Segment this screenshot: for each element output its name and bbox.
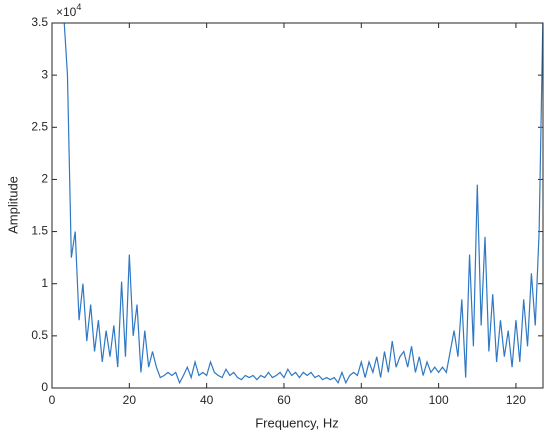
x-tick-label: 120 bbox=[506, 393, 526, 407]
y-tick-label: 0 bbox=[41, 380, 48, 394]
x-tick-label: 40 bbox=[200, 393, 214, 407]
x-tick-label: 80 bbox=[355, 393, 369, 407]
x-tick-label: 60 bbox=[277, 393, 291, 407]
x-tick-label: 20 bbox=[123, 393, 137, 407]
y-tick-label: 3.5 bbox=[31, 15, 48, 29]
data-line bbox=[63, 23, 543, 385]
exponent-label: ×104 bbox=[56, 2, 81, 19]
y-tick-label: 2.5 bbox=[31, 119, 48, 133]
exponent-base: ×10 bbox=[56, 5, 77, 19]
x-axis-label: Frequency, Hz bbox=[255, 415, 339, 430]
exponent-power: 4 bbox=[76, 2, 81, 12]
x-tick-label: 100 bbox=[429, 393, 449, 407]
y-tick-label: 1.5 bbox=[31, 224, 48, 238]
y-tick-label: 1 bbox=[41, 276, 48, 290]
y-tick-label: 0.5 bbox=[31, 328, 48, 342]
x-tick-label: 0 bbox=[49, 393, 56, 407]
y-axis-label: Amplitude bbox=[5, 176, 20, 234]
y-tick-label: 3 bbox=[41, 67, 48, 81]
y-tick-label: 2 bbox=[41, 172, 48, 186]
axes-box bbox=[51, 22, 544, 389]
